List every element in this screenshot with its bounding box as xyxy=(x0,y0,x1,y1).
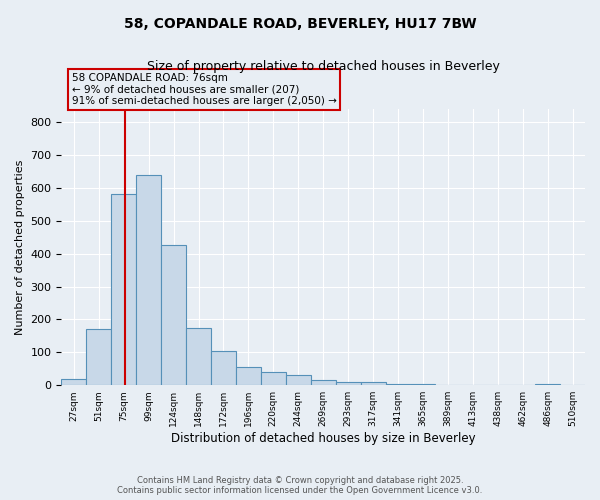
Bar xyxy=(86,330,111,385)
Bar xyxy=(460,384,485,385)
Title: Size of property relative to detached houses in Beverley: Size of property relative to detached ho… xyxy=(147,60,500,73)
Text: Contains HM Land Registry data © Crown copyright and database right 2025.
Contai: Contains HM Land Registry data © Crown c… xyxy=(118,476,482,495)
Bar xyxy=(61,378,86,385)
Bar xyxy=(161,246,186,385)
Bar xyxy=(186,328,211,385)
Bar xyxy=(386,384,410,385)
X-axis label: Distribution of detached houses by size in Beverley: Distribution of detached houses by size … xyxy=(171,432,476,445)
Text: 58, COPANDALE ROAD, BEVERLEY, HU17 7BW: 58, COPANDALE ROAD, BEVERLEY, HU17 7BW xyxy=(124,18,476,32)
Y-axis label: Number of detached properties: Number of detached properties xyxy=(15,160,25,334)
Bar xyxy=(436,384,460,385)
Bar xyxy=(261,372,286,385)
Bar xyxy=(335,382,361,385)
Bar xyxy=(535,384,560,385)
Text: 58 COPANDALE ROAD: 76sqm
← 9% of detached houses are smaller (207)
91% of semi-d: 58 COPANDALE ROAD: 76sqm ← 9% of detache… xyxy=(72,73,337,106)
Bar xyxy=(311,380,335,385)
Bar xyxy=(410,384,436,385)
Bar xyxy=(361,382,386,385)
Bar xyxy=(111,194,136,385)
Bar xyxy=(136,174,161,385)
Bar xyxy=(236,367,261,385)
Bar xyxy=(286,376,311,385)
Bar xyxy=(211,350,236,385)
